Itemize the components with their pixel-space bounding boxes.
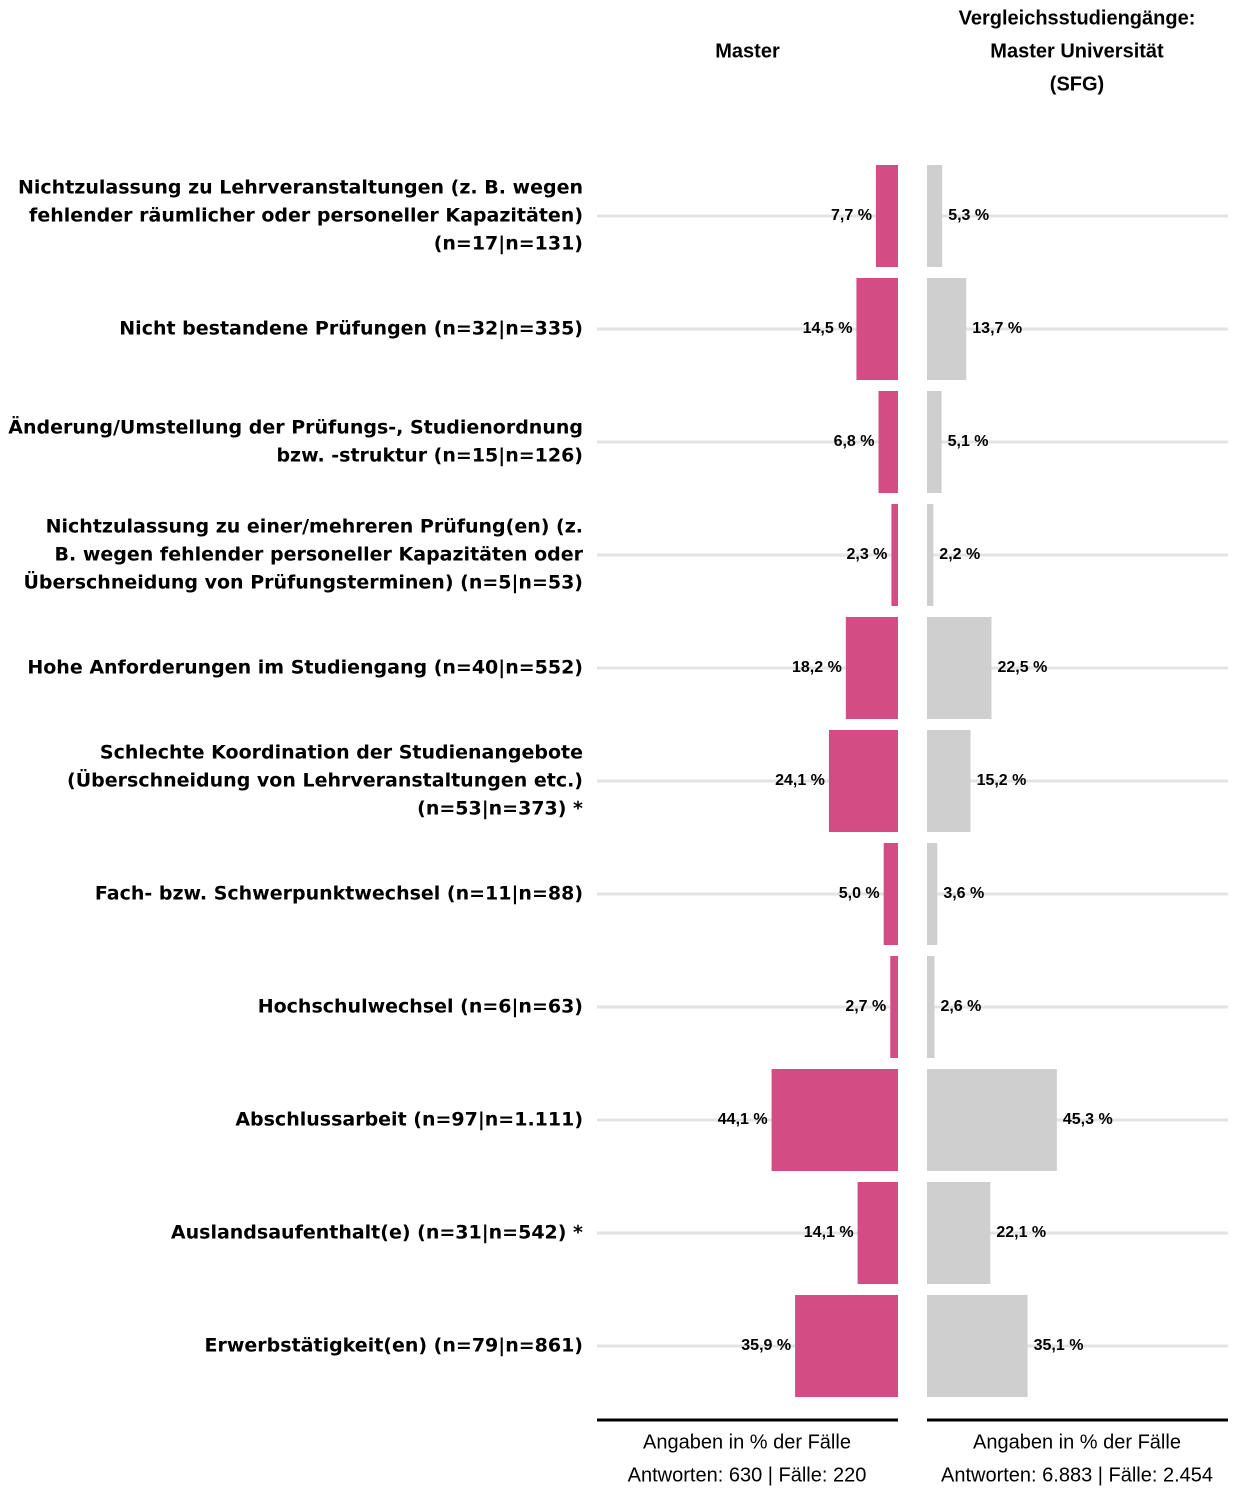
bar (927, 391, 942, 493)
category-label: Schlechte Koordination der Studienangebo… (100, 742, 583, 764)
value-label: 22,5 % (998, 659, 1048, 676)
bar (927, 165, 943, 267)
value-label: 18,2 % (792, 659, 842, 676)
bar (857, 1182, 898, 1284)
category-label: Überschneidung von Prüfungsterminen) (n=… (23, 570, 583, 594)
value-label: 24,1 % (775, 772, 825, 789)
value-label: 3,6 % (943, 885, 984, 902)
axis-note: Angaben in % der Fälle (973, 1431, 1181, 1453)
value-label: 14,5 % (803, 320, 853, 337)
bar (927, 278, 967, 380)
category-label: Änderung/Umstellung der Prüfungs-, Studi… (8, 415, 583, 439)
value-label: 13,7 % (972, 320, 1022, 337)
category-label: Abschlussarbeit (n=97|n=1.111) (235, 1109, 583, 1131)
bar (927, 730, 971, 832)
value-label: 5,3 % (948, 207, 989, 224)
value-label: 2,3 % (846, 546, 887, 563)
panel-title: Vergleichsstudiengänge: (959, 7, 1196, 29)
category-label: Hochschulwechsel (n=6|n=63) (258, 996, 583, 1018)
bar (856, 278, 898, 380)
category-label: Hohe Anforderungen im Studiengang (n=40|… (27, 657, 583, 679)
category-label: B. wegen fehlender personeller Kapazität… (55, 544, 584, 566)
category-label: Nichtzulassung zu einer/mehreren Prüfung… (46, 516, 583, 538)
axis-note: Antworten: 6.883 | Fälle: 2.454 (941, 1464, 1213, 1486)
category-label: Erwerbstätigkeit(en) (n=79|n=861) (205, 1335, 583, 1357)
value-label: 2,7 % (845, 998, 886, 1015)
category-label: bzw. -struktur (n=15|n=126) (276, 445, 583, 467)
category-label: (n=53|n=373) * (417, 798, 583, 820)
bar (927, 843, 938, 945)
value-label: 45,3 % (1063, 1111, 1113, 1128)
value-label: 22,1 % (996, 1224, 1046, 1241)
bar (927, 617, 992, 719)
bar (875, 165, 898, 267)
category-label: fehlender räumlicher oder personeller Ka… (29, 205, 583, 227)
panel-title: (SFG) (1050, 73, 1104, 95)
value-label: 35,1 % (1034, 1337, 1084, 1354)
category-label: Nichtzulassung zu Lehrveranstaltungen (z… (18, 177, 583, 199)
category-label: (Überschneidung von Lehrveranstaltungen … (67, 768, 583, 792)
value-label: 15,2 % (977, 772, 1027, 789)
value-label: 44,1 % (718, 1111, 768, 1128)
value-label: 7,7 % (831, 207, 872, 224)
bar (771, 1069, 898, 1171)
bar (927, 1295, 1028, 1397)
bar (883, 843, 898, 945)
value-label: 35,9 % (741, 1337, 791, 1354)
value-label: 2,2 % (939, 546, 980, 563)
value-label: 5,0 % (839, 885, 880, 902)
bar (878, 391, 898, 493)
bar (828, 730, 898, 832)
bar (890, 956, 898, 1058)
bar (927, 1069, 1057, 1171)
bar (927, 1182, 991, 1284)
category-label: Nicht bestandene Prüfungen (n=32|n=335) (119, 318, 583, 340)
category-label: (n=17|n=131) (434, 233, 583, 255)
value-label: 14,1 % (804, 1224, 854, 1241)
bar (795, 1295, 898, 1397)
panel-title: Master Universität (990, 40, 1164, 62)
bar (927, 504, 934, 606)
panel-title: Master (715, 40, 780, 62)
bar (891, 504, 898, 606)
category-label: Fach- bzw. Schwerpunktwechsel (n=11|n=88… (95, 883, 583, 905)
axis-note: Antworten: 630 | Fälle: 220 (628, 1464, 867, 1486)
axis-note: Angaben in % der Fälle (643, 1431, 851, 1453)
value-label: 5,1 % (948, 433, 989, 450)
bar (845, 617, 898, 719)
value-label: 6,8 % (834, 433, 875, 450)
category-label: Auslandsaufenthalt(e) (n=31|n=542) * (171, 1222, 583, 1244)
value-label: 2,6 % (940, 998, 981, 1015)
bar (927, 956, 935, 1058)
